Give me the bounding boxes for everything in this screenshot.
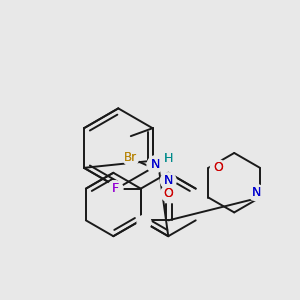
Text: N: N <box>150 158 160 171</box>
Circle shape <box>107 181 123 196</box>
Circle shape <box>248 185 264 200</box>
Text: F: F <box>112 182 118 195</box>
Text: H: H <box>164 152 173 165</box>
Circle shape <box>250 185 264 199</box>
Text: N: N <box>251 186 261 199</box>
Text: N: N <box>150 158 160 171</box>
Circle shape <box>57 195 71 208</box>
Circle shape <box>160 186 176 202</box>
Text: O: O <box>164 187 173 200</box>
Circle shape <box>189 141 202 155</box>
Text: N: N <box>164 174 173 187</box>
Circle shape <box>211 160 226 176</box>
Circle shape <box>56 126 70 140</box>
Text: Br: Br <box>124 152 137 164</box>
Text: Br: Br <box>124 152 137 164</box>
Circle shape <box>123 150 139 166</box>
Text: O: O <box>164 187 173 200</box>
Text: O: O <box>213 161 223 174</box>
Text: N: N <box>164 174 173 187</box>
Circle shape <box>168 150 182 164</box>
Text: F: F <box>112 182 118 195</box>
Circle shape <box>137 215 151 229</box>
Text: H: H <box>164 152 173 165</box>
Text: O: O <box>213 161 223 174</box>
Circle shape <box>161 151 177 167</box>
Circle shape <box>160 173 176 189</box>
Circle shape <box>210 163 224 177</box>
Text: N: N <box>251 186 261 199</box>
Circle shape <box>148 156 162 170</box>
Circle shape <box>147 157 163 173</box>
